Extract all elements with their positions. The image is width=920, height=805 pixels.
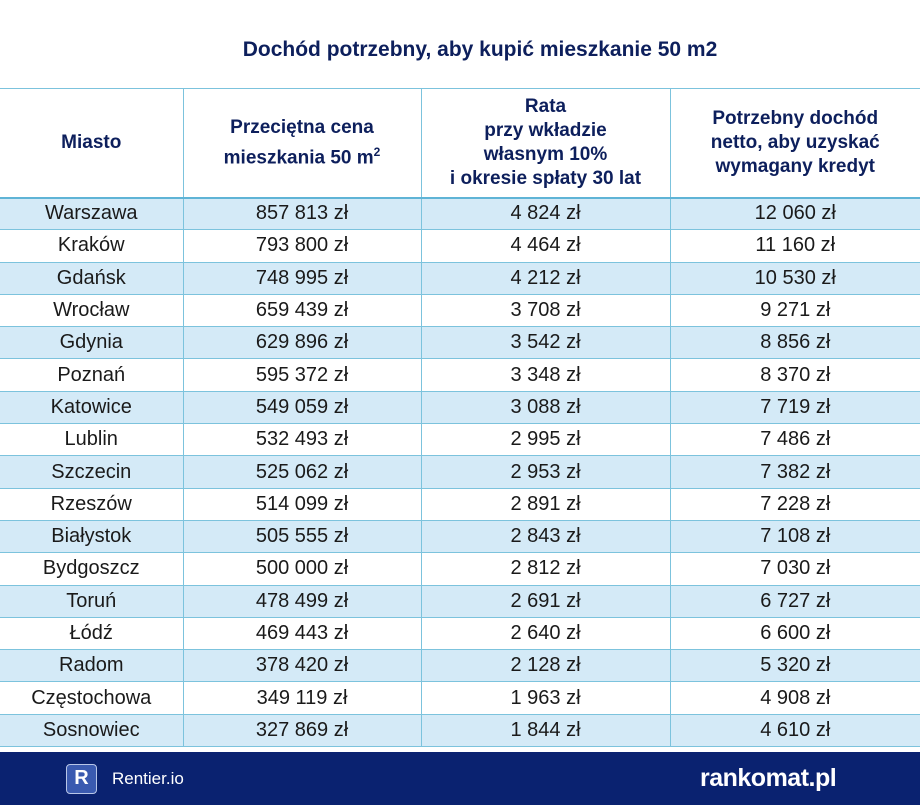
cell-installment: 4 824 zł [421, 197, 671, 231]
cell-price: 532 493 zł [183, 423, 422, 457]
cell-installment: 3 542 zł [421, 326, 671, 360]
cell-income: 7 382 zł [670, 455, 920, 489]
cell-income: 8 370 zł [670, 358, 920, 392]
cell-price: 659 439 zł [183, 294, 422, 328]
table-row: Poznań 595 372 zł 3 348 zł 8 370 zł [0, 358, 920, 392]
table-row: Białystok 505 555 zł 2 843 zł 7 108 zł [0, 520, 920, 554]
cell-installment: 2 812 zł [421, 552, 671, 586]
cell-city: Radom [0, 649, 184, 683]
cell-price: 549 059 zł [183, 391, 422, 425]
cell-city: Częstochowa [0, 681, 184, 715]
cell-installment: 3 708 zł [421, 294, 671, 328]
cell-price: 629 896 zł [183, 326, 422, 360]
cell-price: 469 443 zł [183, 617, 422, 651]
cell-city: Bydgoszcz [0, 552, 184, 586]
cell-income: 10 530 zł [670, 262, 920, 295]
cell-installment: 3 088 zł [421, 391, 671, 425]
cell-installment: 1 844 zł [421, 714, 671, 748]
cell-income: 7 108 zł [670, 520, 920, 554]
table-row: Sosnowiec 327 869 zł 1 844 zł 4 610 zł [0, 714, 920, 748]
cell-price: 793 800 zł [183, 229, 422, 263]
cell-installment: 2 640 zł [421, 617, 671, 651]
cell-income: 12 060 zł [670, 197, 920, 231]
cell-income: 7 486 zł [670, 423, 920, 457]
cell-installment: 2 891 zł [421, 488, 671, 521]
cell-price: 349 119 zł [183, 681, 422, 715]
cell-installment: 4 212 zł [421, 262, 671, 295]
header-installment: Rata przy wkładzie własnym 10% i okresie sp… [421, 88, 671, 199]
table-row: Wrocław 659 439 zł 3 708 zł 9 271 zł [0, 294, 920, 328]
cell-income: 5 320 zł [670, 649, 920, 683]
table-row: Radom 378 420 zł 2 128 zł 5 320 zł [0, 649, 920, 683]
header-income: Potrzebny dochód netto, aby uzyskać wymaga… [670, 88, 920, 199]
cell-income: 6 600 zł [670, 617, 920, 651]
cell-price: 857 813 zł [183, 197, 422, 231]
cell-income: 11 160 zł [670, 229, 920, 263]
table-row: Warszawa 857 813 zł 4 824 zł 12 060 zł [0, 197, 920, 231]
table-row: Toruń 478 499 zł 2 691 zł 6 727 zł [0, 585, 920, 618]
table-row: Bydgoszcz 500 000 zł 2 812 zł 7 030 zł [0, 552, 920, 586]
table-row: Katowice 549 059 zł 3 088 zł 7 719 zł [0, 391, 920, 425]
table-row: Szczecin 525 062 zł 2 953 zł 7 382 zł [0, 455, 920, 489]
cell-price: 525 062 zł [183, 455, 422, 489]
cell-installment: 1 963 zł [421, 681, 671, 715]
header-city: Miasto [0, 88, 184, 199]
cell-installment: 4 464 zł [421, 229, 671, 263]
cell-price: 595 372 zł [183, 358, 422, 392]
cell-city: Szczecin [0, 455, 184, 489]
cell-installment: 2 691 zł [421, 585, 671, 618]
table-row: Częstochowa 349 119 zł 1 963 zł 4 908 zł [0, 681, 920, 715]
income-table: Miasto Przeciętna cena mieszkania 50 m2 R… [0, 88, 920, 748]
cell-income: 6 727 zł [670, 585, 920, 618]
cell-city: Łódź [0, 617, 184, 651]
cell-price: 378 420 zł [183, 649, 422, 683]
cell-income: 4 610 zł [670, 714, 920, 748]
cell-price: 514 099 zł [183, 488, 422, 521]
cell-city: Sosnowiec [0, 714, 184, 748]
header-price: Przeciętna cena mieszkania 50 m2 [183, 88, 422, 199]
table-row: Łódź 469 443 zł 2 640 zł 6 600 zł [0, 617, 920, 651]
table-row: Rzeszów 514 099 zł 2 891 zł 7 228 zł [0, 488, 920, 521]
cell-price: 505 555 zł [183, 520, 422, 554]
cell-installment: 2 995 zł [421, 423, 671, 457]
table-header: Miasto Przeciętna cena mieszkania 50 m2 R… [0, 88, 920, 199]
cell-city: Lublin [0, 423, 184, 457]
cell-income: 9 271 zł [670, 294, 920, 328]
table-row: Gdańsk 748 995 zł 4 212 zł 10 530 zł [0, 262, 920, 295]
cell-price: 327 869 zł [183, 714, 422, 748]
cell-income: 8 856 zł [670, 326, 920, 360]
cell-city: Gdynia [0, 326, 184, 360]
cell-city: Gdańsk [0, 262, 184, 295]
cell-price: 500 000 zł [183, 552, 422, 586]
cell-income: 4 908 zł [670, 681, 920, 715]
table-row: Lublin 532 493 zł 2 995 zł 7 486 zł [0, 423, 920, 457]
rentier-label: Rentier.io [112, 769, 184, 788]
rentier-logo-icon: R [66, 764, 97, 794]
cell-installment: 2 128 zł [421, 649, 671, 683]
cell-installment: 3 348 zł [421, 358, 671, 392]
cell-installment: 2 843 zł [421, 520, 671, 554]
table-row: Kraków 793 800 zł 4 464 zł 11 160 zł [0, 229, 920, 263]
cell-income: 7 228 zł [670, 488, 920, 521]
cell-city: Warszawa [0, 197, 184, 231]
page-title: Dochód potrzebny, aby kupić mieszkanie 5… [242, 38, 718, 61]
cell-city: Kraków [0, 229, 184, 263]
cell-city: Katowice [0, 391, 184, 425]
cell-city: Toruń [0, 585, 184, 618]
footer: R Rentier.io rankomat.pl [0, 752, 920, 805]
cell-income: 7 030 zł [670, 552, 920, 586]
cell-city: Poznań [0, 358, 184, 392]
cell-city: Białystok [0, 520, 184, 554]
rankomat-logo: rankomat.pl [700, 764, 837, 792]
cell-price: 478 499 zł [183, 585, 422, 618]
cell-income: 7 719 zł [670, 391, 920, 425]
cell-city: Wrocław [0, 294, 184, 328]
cell-city: Rzeszów [0, 488, 184, 521]
cell-price: 748 995 zł [183, 262, 422, 295]
cell-installment: 2 953 zł [421, 455, 671, 489]
table-row: Gdynia 629 896 zł 3 542 zł 8 856 zł [0, 326, 920, 360]
